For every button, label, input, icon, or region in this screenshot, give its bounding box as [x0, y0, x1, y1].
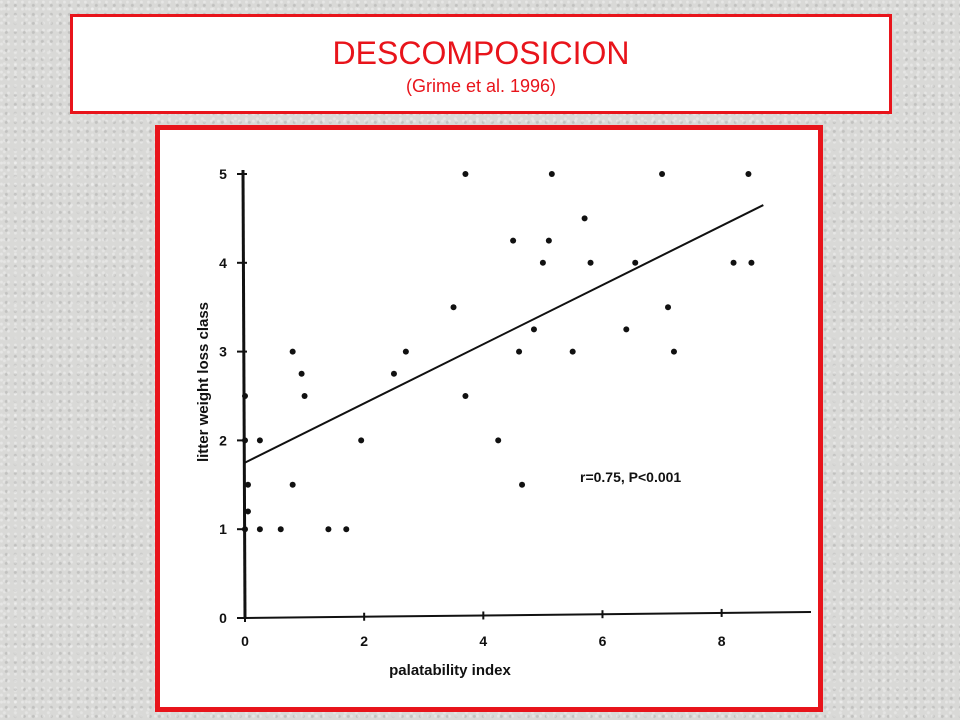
data-point [670, 348, 677, 355]
data-point [301, 393, 308, 399]
y-tick-label: 5 [219, 166, 227, 182]
x-tick-label: 6 [599, 633, 607, 649]
regression-layer [244, 204, 764, 464]
data-point [730, 259, 737, 266]
data-point [462, 171, 469, 177]
data-point [450, 304, 457, 311]
data-point [402, 348, 409, 355]
data-point [277, 526, 284, 533]
data-point [748, 259, 755, 266]
data-point [530, 326, 537, 333]
data-point [516, 348, 523, 355]
x-tick-label: 2 [360, 633, 368, 649]
y-tick-label: 1 [219, 521, 227, 537]
data-point [390, 370, 397, 377]
data-point [242, 526, 248, 533]
data-point [244, 481, 251, 488]
data-point [519, 481, 526, 488]
data-point [298, 370, 305, 377]
data-point [548, 171, 555, 177]
data-point [665, 304, 672, 311]
data-point [632, 259, 639, 266]
y-tick-label: 2 [219, 432, 227, 448]
data-point [289, 481, 296, 488]
data-point [545, 237, 552, 244]
data-point [343, 526, 350, 533]
data-point [745, 171, 752, 177]
data-point [581, 215, 588, 222]
data-points [242, 171, 755, 533]
data-point [242, 393, 248, 399]
x-tick-label: 4 [479, 633, 487, 649]
x-tick-label: 0 [241, 633, 249, 649]
chart-ticks: 0 1 2 3 4 5 0 2 4 6 8 [219, 166, 726, 649]
x-axis-line [244, 611, 812, 619]
data-point [289, 348, 296, 355]
data-point [242, 437, 248, 444]
regression-line [244, 204, 764, 464]
data-point [256, 437, 263, 444]
data-point [659, 171, 666, 177]
data-point [256, 526, 263, 533]
data-point [569, 348, 576, 355]
slide-title: DESCOMPOSICION [332, 35, 630, 71]
data-point [462, 393, 469, 399]
data-point [510, 237, 517, 244]
data-point [358, 437, 365, 444]
data-point [587, 259, 594, 266]
slide-subtitle: (Grime et al. 1996) [405, 76, 557, 96]
y-axis-label: litter weight loss class [195, 302, 212, 462]
data-point [495, 437, 502, 444]
y-tick-label: 3 [219, 344, 227, 360]
data-point [244, 508, 251, 515]
y-tick-label: 4 [219, 255, 227, 271]
chart-frame: 0 1 2 3 4 5 0 2 4 6 8 litter weight loss class pal… [155, 125, 823, 712]
x-tick-label: 8 [718, 633, 726, 649]
data-point [325, 526, 332, 533]
scatter-chart: 0 1 2 3 4 5 0 2 4 6 8 litter weight loss class pal… [195, 166, 812, 679]
data-point [539, 259, 546, 266]
data-point [623, 326, 630, 333]
x-axis-label: palatability index [389, 662, 511, 679]
y-tick-label: 0 [219, 610, 227, 626]
title-box: DESCOMPOSICION (Grime et al. 1996) [70, 14, 892, 114]
correlation-annotation: r=0.75, P<0.001 [580, 469, 681, 485]
chart-axes [241, 169, 812, 619]
